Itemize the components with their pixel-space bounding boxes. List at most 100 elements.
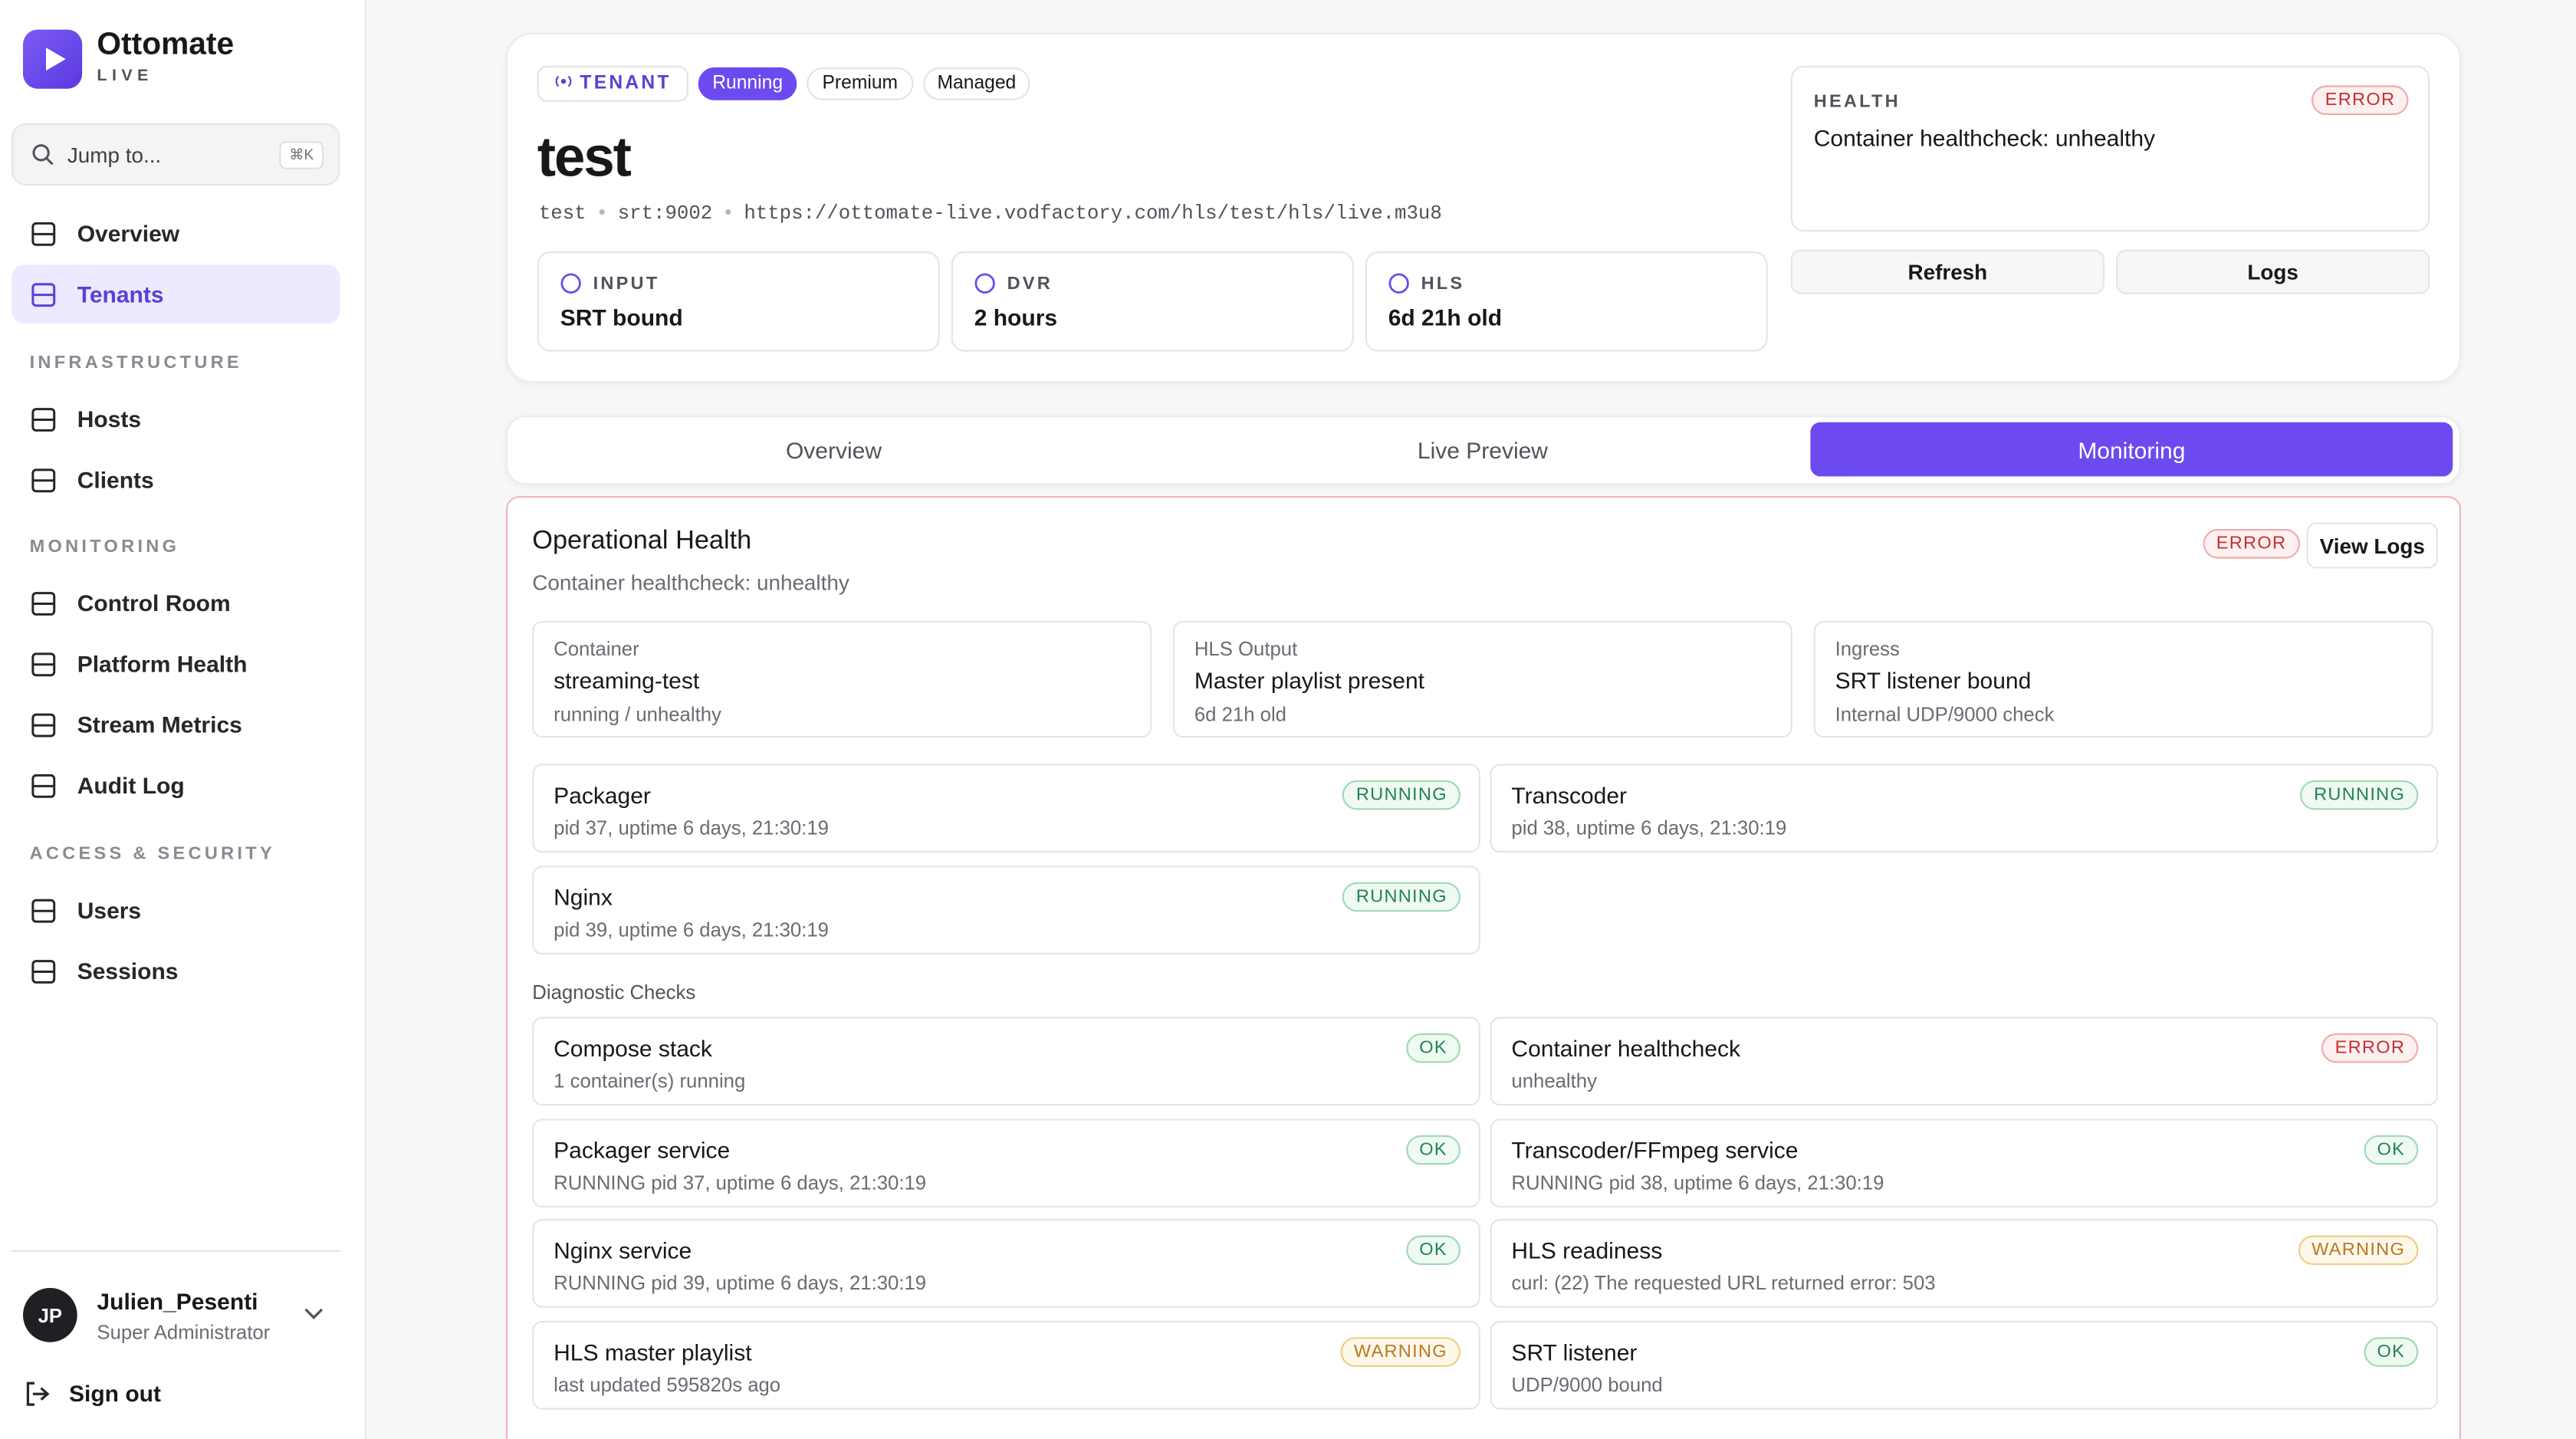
sidebar: Ottomate LIVE Jump to... ⌘K Overview Tena… xyxy=(0,0,366,1439)
summary-value: SRT listener bound xyxy=(1835,667,2032,694)
stat-label-text: DVR xyxy=(1007,273,1053,294)
status-row: Compose stack OK 1 container(s) running xyxy=(532,1017,1480,1106)
panel-subtitle: Container healthcheck: unhealthy xyxy=(532,570,849,595)
row-status: OK xyxy=(2364,1134,2419,1165)
nav-item[interactable]: Users xyxy=(12,881,340,940)
action-button[interactable]: Refresh xyxy=(1790,249,2104,294)
health-message: Container healthcheck: unhealthy xyxy=(1813,124,2156,152)
tabs: Overview Live Preview Monitoring xyxy=(506,416,2461,485)
user-role: Super Administrator xyxy=(97,1320,271,1344)
status-row: Transcoder/FFmpeg service OK RUNNING pid 3… xyxy=(1490,1118,2438,1207)
stat-box: INPUT SRT bound xyxy=(537,251,940,352)
shortcut: ⌘K xyxy=(279,141,324,169)
row-detail: curl: (22) The requested URL returned er… xyxy=(1511,1271,1936,1295)
checks-title: Diagnostic Checks xyxy=(532,981,696,1004)
tab[interactable]: Monitoring xyxy=(1810,422,2453,477)
tag-text: TENANT xyxy=(580,74,672,94)
row-status: OK xyxy=(1406,1134,1460,1165)
chevron[interactable] xyxy=(304,1306,324,1322)
row-status: RUNNING xyxy=(1342,780,1460,810)
tab[interactable]: Live Preview xyxy=(1417,435,1548,463)
brand-sub: LIVE xyxy=(97,67,153,86)
row-status: RUNNING xyxy=(2300,780,2419,810)
panel-title: Operational Health xyxy=(532,527,752,556)
nav-label: Sessions xyxy=(77,958,179,984)
summary-label: HLS Output xyxy=(1194,637,1298,661)
nav-item[interactable]: Sessions xyxy=(12,941,340,1000)
stat-value: SRT bound xyxy=(560,304,683,330)
row-detail: RUNNING pid 37, uptime 6 days, 21:30:19 xyxy=(554,1170,927,1194)
section-title: MONITORING xyxy=(29,537,180,557)
stat-box: DVR 2 hours xyxy=(951,251,1354,352)
nav-item[interactable]: Control Room xyxy=(12,573,340,632)
nav-label: Control Room xyxy=(77,590,231,616)
row-status: WARNING xyxy=(2298,1235,2419,1265)
stat-label: INPUT xyxy=(560,273,660,294)
row-name: HLS readiness xyxy=(1511,1237,1663,1263)
divider xyxy=(12,1250,340,1252)
nav-item[interactable]: Audit Log xyxy=(12,756,340,815)
brand: Ottomate xyxy=(97,28,235,63)
badge: Running xyxy=(697,67,798,100)
row-status: RUNNING xyxy=(1342,881,1460,912)
operational-health: Operational Health Container healthcheck… xyxy=(506,496,2461,1439)
summary-card: Container streaming-test running / unhealt… xyxy=(532,621,1152,738)
nav-item[interactable]: Stream Metrics xyxy=(12,695,340,754)
nav-item[interactable]: Overview xyxy=(12,204,340,263)
sign-out[interactable]: Sign out xyxy=(69,1380,161,1407)
row-status: OK xyxy=(1406,1235,1460,1265)
health-box: HEALTH ERROR Container healthcheck: unhe… xyxy=(1790,65,2430,232)
stat-label: HLS xyxy=(1388,273,1465,294)
nav-item[interactable]: Clients xyxy=(12,450,340,509)
nav-label: Tenants xyxy=(77,281,164,307)
row-detail: UDP/9000 bound xyxy=(1511,1372,1663,1396)
action-button[interactable]: Logs xyxy=(2116,249,2430,294)
nav-item[interactable]: Platform Health xyxy=(12,634,340,693)
signout-icon xyxy=(26,1382,50,1406)
row-name: HLS master playlist xyxy=(554,1338,752,1365)
row-name: Nginx xyxy=(554,882,613,910)
nav-label: Hosts xyxy=(77,406,142,432)
status-row: Nginx service OK RUNNING pid 39, uptime 6 … xyxy=(532,1219,1480,1308)
status-row: HLS readiness WARNING curl: (22) The reque… xyxy=(1490,1219,2438,1308)
logo xyxy=(23,29,83,89)
section-title: ACCESS & SECURITY xyxy=(29,844,275,865)
sep: • xyxy=(722,202,734,225)
tenant-title: test xyxy=(537,126,632,189)
row-detail: RUNNING pid 39, uptime 6 days, 21:30:19 xyxy=(554,1271,927,1295)
row-detail: unhealthy xyxy=(1511,1069,1597,1092)
summary-label: Container xyxy=(554,637,639,661)
row-name: Transcoder/FFmpeg service xyxy=(1511,1135,1799,1163)
avatar: JP xyxy=(23,1288,77,1342)
row-name: Nginx service xyxy=(554,1237,692,1263)
row-detail: RUNNING pid 38, uptime 6 days, 21:30:19 xyxy=(1511,1170,1884,1194)
meta-item: test xyxy=(538,202,586,225)
row-name: Container healthcheck xyxy=(1511,1035,1740,1062)
stat-label: DVR xyxy=(974,273,1053,294)
summary-card: HLS Output Master playlist present 6d 21h … xyxy=(1173,621,1792,738)
summary-card: Ingress SRT listener bound Internal UDP/90… xyxy=(1813,621,2433,738)
row-detail: pid 38, uptime 6 days, 21:30:19 xyxy=(1511,816,1787,839)
stat-value: 2 hours xyxy=(974,304,1058,330)
summary-label: Ingress xyxy=(1835,637,1900,661)
panel-status: ERROR xyxy=(2203,529,2300,559)
sep: • xyxy=(596,202,608,225)
search[interactable]: Jump to... ⌘K xyxy=(12,123,340,186)
nav-label: Platform Health xyxy=(77,650,248,677)
row-detail: pid 39, uptime 6 days, 21:30:19 xyxy=(554,917,829,941)
row-detail: 1 container(s) running xyxy=(554,1069,746,1092)
summary-detail: 6d 21h old xyxy=(1194,703,1286,727)
tab[interactable]: Overview xyxy=(785,435,882,463)
view-logs[interactable]: View Logs xyxy=(2306,522,2438,569)
tenant-tag: TENANT xyxy=(537,65,688,102)
nav-label: Users xyxy=(77,897,142,924)
health-status: ERROR xyxy=(2312,85,2409,115)
badges: Running Premium Managed xyxy=(697,67,1040,100)
section-title: INFRASTRUCTURE xyxy=(29,353,242,373)
status-row: Transcoder RUNNING pid 38, uptime 6 days, … xyxy=(1490,764,2438,853)
row-detail: pid 37, uptime 6 days, 21:30:19 xyxy=(554,816,829,839)
nav-item[interactable]: Tenants xyxy=(12,264,340,324)
nav-item[interactable]: Hosts xyxy=(12,389,340,448)
meta: test • srt:9002 • https://ottomate-live.vodf… xyxy=(539,202,1442,225)
